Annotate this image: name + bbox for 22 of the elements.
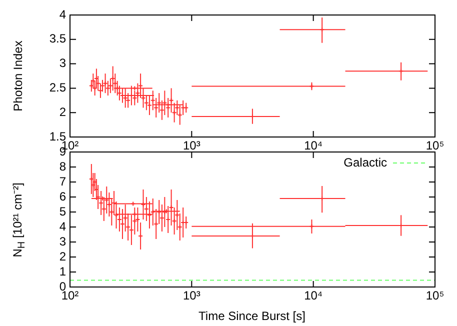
y-tick-label: 4 bbox=[59, 219, 66, 234]
y-tick-label: 7 bbox=[59, 174, 66, 188]
x-tick-label: 10³ bbox=[182, 138, 200, 153]
y-tick-label: 1 bbox=[59, 264, 66, 278]
x-tick-label: 10⁵ bbox=[426, 138, 444, 153]
x-tick-label: 10⁴ bbox=[304, 288, 323, 303]
y-tick-label: 3.5 bbox=[49, 32, 66, 46]
y-tick-label: 3 bbox=[59, 234, 66, 248]
y-tick-label: 5 bbox=[59, 204, 66, 218]
x-tick-label: 10⁵ bbox=[426, 288, 444, 303]
y-tick-label: 6 bbox=[59, 189, 66, 204]
y-tick-label: 8 bbox=[59, 159, 66, 174]
y-axis-title: Photon Index bbox=[11, 40, 25, 112]
legend-label: Galactic bbox=[344, 155, 387, 170]
x-tick-label: 10³ bbox=[182, 288, 200, 303]
y-tick-label: 2 bbox=[59, 104, 66, 119]
y-tick-label: 2.5 bbox=[49, 80, 66, 95]
y-tick-label: 3 bbox=[59, 56, 66, 70]
x-tick-label: 10⁴ bbox=[304, 138, 323, 153]
x-axis-title: Time Since Burst [s] bbox=[198, 309, 306, 323]
y-tick-label: 4 bbox=[59, 7, 66, 22]
y-tick-label: 2 bbox=[59, 249, 66, 264]
